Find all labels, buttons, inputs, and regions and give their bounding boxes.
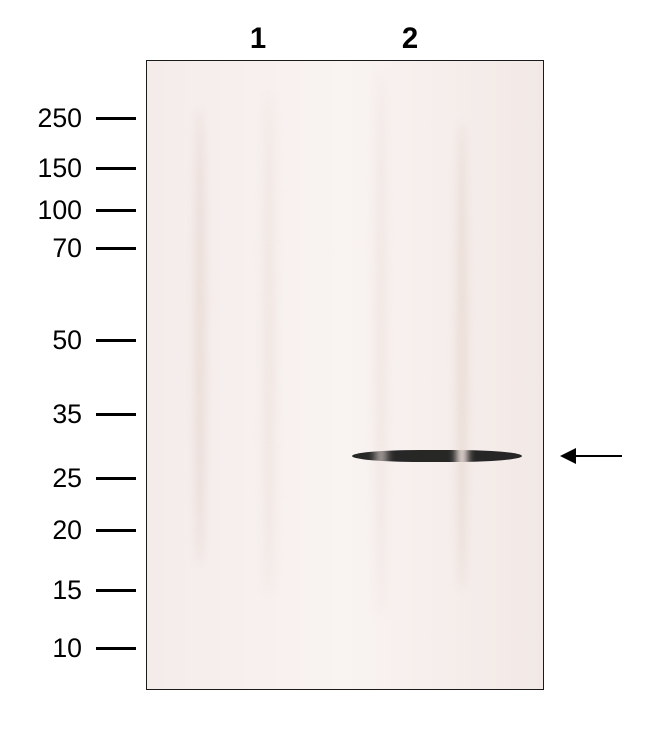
mw-label: 25 [52, 463, 82, 494]
mw-label: 100 [38, 195, 82, 226]
blot-membrane [146, 60, 544, 690]
mw-tick [96, 167, 136, 170]
mw-label: 70 [52, 233, 82, 264]
lane-label: 2 [395, 22, 425, 56]
mw-label: 15 [52, 575, 82, 606]
mw-tick [96, 477, 136, 480]
mw-tick [96, 209, 136, 212]
mw-tick [96, 339, 136, 342]
mw-label: 150 [38, 153, 82, 184]
western-blot-figure: 1 2 250 150 100 70 50 35 25 20 15 10 [0, 0, 650, 732]
mw-label: 20 [52, 515, 82, 546]
lane-label: 1 [243, 22, 273, 56]
mw-tick [96, 117, 136, 120]
mw-label: 35 [52, 399, 82, 430]
mw-label: 250 [38, 103, 82, 134]
mw-tick [96, 247, 136, 250]
membrane-streak [194, 110, 206, 564]
mw-label: 10 [52, 633, 82, 664]
arrow-shaft [576, 455, 622, 457]
mw-label: 50 [52, 325, 82, 356]
mw-tick [96, 647, 136, 650]
mw-tick [96, 529, 136, 532]
arrow-head-icon [560, 448, 576, 464]
mw-tick [96, 413, 136, 416]
band-arrow [560, 448, 622, 464]
mw-tick [96, 589, 136, 592]
membrane-streak [377, 73, 385, 615]
